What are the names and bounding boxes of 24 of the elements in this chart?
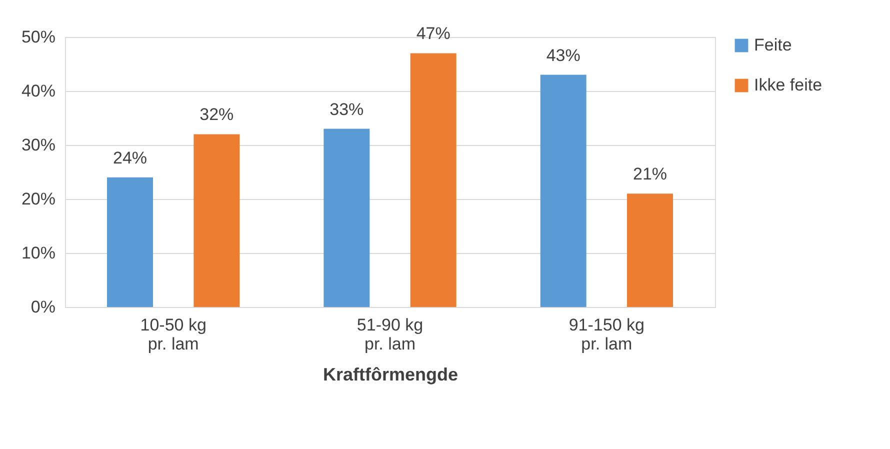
x-axis-title: Kraftfôrmengde: [322, 364, 458, 384]
legend-label: Feite: [754, 36, 792, 54]
y-tick-label: 30%: [21, 136, 56, 154]
bar: [194, 134, 240, 307]
bar: [540, 74, 586, 307]
data-label: 47%: [416, 24, 450, 44]
x-tick-label: 91-150 kg pr. lam: [568, 316, 644, 354]
bar: [324, 128, 370, 307]
bar: [410, 53, 456, 307]
y-tick-label: 50%: [21, 28, 56, 46]
data-label: 32%: [200, 105, 234, 124]
x-tick-label: 10-50 kg pr. lam: [140, 316, 206, 354]
y-tick-label: 10%: [21, 244, 56, 262]
y-tick-label: 0%: [30, 298, 56, 316]
y-tick-label: 20%: [21, 190, 56, 208]
data-label: 33%: [330, 100, 364, 119]
data-label: 43%: [546, 46, 580, 65]
bar: [107, 177, 153, 307]
data-label: 21%: [632, 164, 668, 184]
data-label: 24%: [112, 148, 148, 168]
legend-label: Ikke feite: [754, 76, 822, 94]
y-tick-label: 40%: [21, 82, 56, 100]
bar: [627, 194, 673, 307]
x-tick-label: 51-90 kg pr. lam: [356, 316, 424, 354]
